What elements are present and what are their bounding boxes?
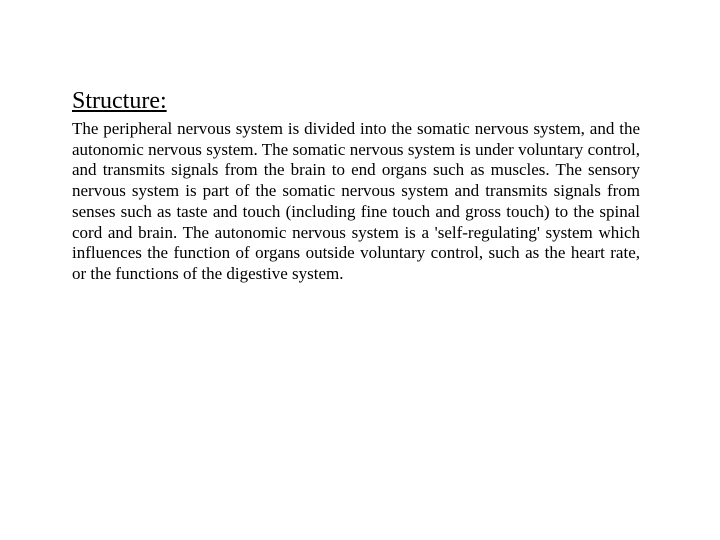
document-page: Structure: The peripheral nervous system… xyxy=(0,0,720,285)
section-body: The peripheral nervous system is divided… xyxy=(72,119,640,285)
section-heading: Structure: xyxy=(72,88,640,115)
